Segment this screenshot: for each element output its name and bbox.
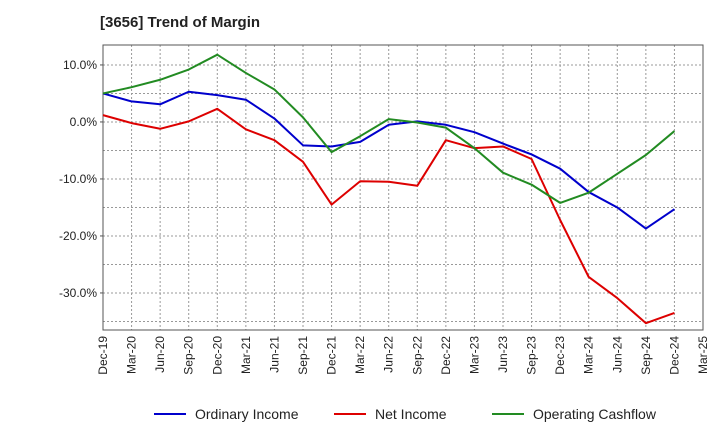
x-tick-label: Jun-21 <box>267 336 281 373</box>
x-tick-label: Mar-22 <box>353 336 367 374</box>
x-tick-label: Jun-22 <box>382 336 396 373</box>
x-tick-label: Dec-23 <box>553 336 567 375</box>
y-tick-label: 10.0% <box>63 58 97 72</box>
x-tick-label: Jun-20 <box>153 336 167 373</box>
x-tick-label: Jun-23 <box>496 336 510 373</box>
y-tick-label: -20.0% <box>59 229 97 243</box>
x-tick-label: Dec-22 <box>439 336 453 375</box>
x-tick-label: Sep-20 <box>182 336 196 375</box>
x-tick-label: Dec-21 <box>325 336 339 375</box>
x-tick-label: Mar-20 <box>125 336 139 374</box>
x-tick-label: Mar-21 <box>239 336 253 374</box>
x-tick-label: Mar-25 <box>696 336 710 374</box>
legend-label-2: Operating Cashflow <box>533 406 657 422</box>
x-tick-label: Sep-21 <box>296 336 310 375</box>
x-tick-label: Dec-20 <box>210 336 224 375</box>
x-tick-label: Sep-23 <box>525 336 539 375</box>
series-line-1 <box>102 107 675 325</box>
x-tick-label: Dec-19 <box>96 336 110 375</box>
x-tick-label: Mar-24 <box>582 336 596 374</box>
chart-title: [3656] Trend of Margin <box>100 14 261 31</box>
legend-label-0: Ordinary Income <box>195 406 299 422</box>
x-tick-label: Sep-24 <box>639 336 653 375</box>
x-tick-label: Sep-22 <box>410 336 424 375</box>
y-tick-label: 0.0% <box>70 115 98 129</box>
x-tick-label: Dec-24 <box>667 336 681 375</box>
y-tick-label: -30.0% <box>59 286 97 300</box>
series-line-0 <box>102 90 675 230</box>
x-tick-label: Jun-24 <box>610 336 624 373</box>
series-line-2 <box>102 53 676 204</box>
x-tick-label: Mar-23 <box>467 336 481 374</box>
legend-label-1: Net Income <box>375 406 447 422</box>
y-tick-label: -10.0% <box>59 172 97 186</box>
plot-frame <box>102 44 704 331</box>
